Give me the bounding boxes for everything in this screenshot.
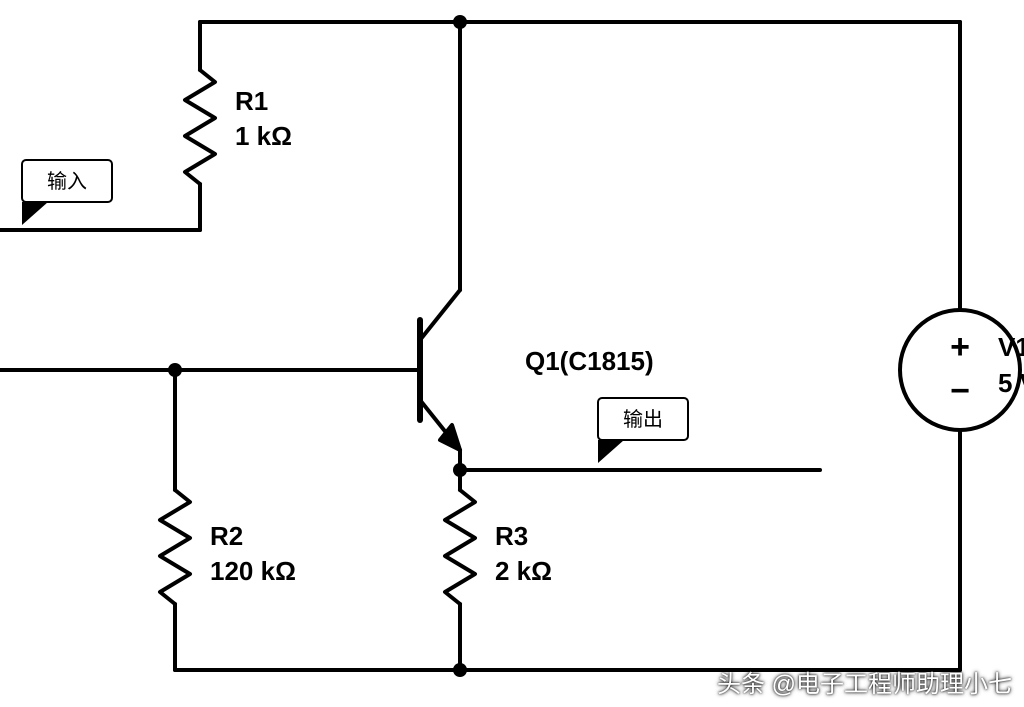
watermark-text: 头条 @电子工程师助理小七 bbox=[717, 664, 1012, 699]
v1-text-ref: V1 bbox=[998, 332, 1024, 362]
overlay-layer: V1 V1 V1 V1 5 V 输入 输出 bbox=[0, 0, 1024, 707]
callout-input-text: 输入 bbox=[47, 170, 87, 193]
callout-input: 输入 bbox=[22, 160, 112, 225]
callout-output: 输出 bbox=[598, 398, 688, 463]
v1-text-val: 5 V bbox=[998, 368, 1024, 398]
callout-output-text: 输出 bbox=[623, 408, 663, 431]
